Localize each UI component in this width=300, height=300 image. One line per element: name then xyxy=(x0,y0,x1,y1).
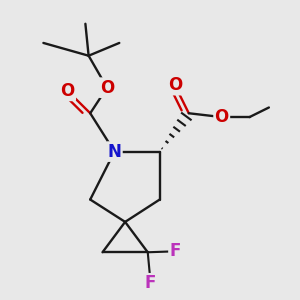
Text: O: O xyxy=(100,79,114,97)
Text: F: F xyxy=(145,274,156,292)
Text: O: O xyxy=(61,82,75,100)
Text: N: N xyxy=(107,142,122,160)
Text: O: O xyxy=(214,108,229,126)
Text: F: F xyxy=(169,242,181,260)
Text: O: O xyxy=(168,76,182,94)
